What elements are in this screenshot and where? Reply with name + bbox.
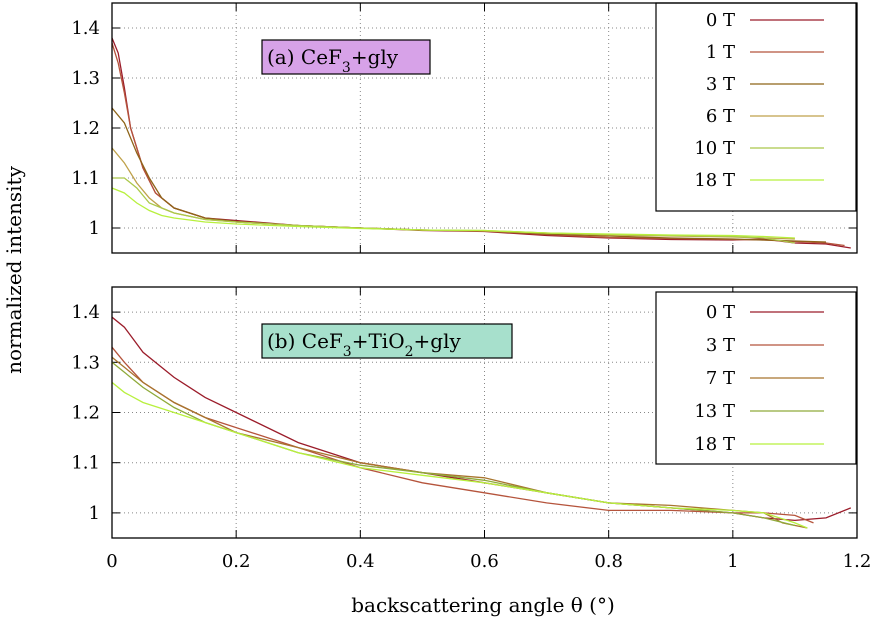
- legend-label: 1 T: [706, 42, 735, 63]
- y-tick-label: 1: [89, 503, 100, 524]
- plot-frame: [111, 286, 858, 539]
- y-tick-label: 1: [89, 218, 100, 239]
- legend-label: 3 T: [706, 335, 735, 356]
- x-tick-label: 0.4: [346, 551, 375, 572]
- legend-box: [655, 2, 857, 212]
- y-axis-label: normalized intensity: [2, 165, 26, 373]
- legend-label: 7 T: [706, 368, 735, 389]
- x-tick-label: 0: [106, 551, 117, 572]
- annotation-box: [261, 39, 431, 75]
- y-tick-label: 1.4: [71, 18, 100, 39]
- series-line-18t: [112, 381, 808, 529]
- x-tick-label: 1: [727, 551, 738, 572]
- legend-label: 6 T: [706, 106, 735, 127]
- y-tick-label: 1.2: [71, 118, 100, 139]
- series-line-13t: [112, 361, 796, 527]
- legend-label: 3 T: [706, 74, 735, 95]
- plot-frame: [111, 2, 858, 254]
- y-tick-label: 1.3: [71, 68, 100, 89]
- annotation-label: (b) CeF3+TiO2+gly: [267, 329, 461, 360]
- legend-label: 0 T: [706, 10, 735, 31]
- series-line-18t: [112, 187, 795, 239]
- legend-label: 18 T: [694, 434, 735, 455]
- series-line-0t: [112, 316, 852, 522]
- y-tick-label: 1.2: [71, 403, 100, 424]
- x-tick-label: 0.8: [594, 551, 623, 572]
- chart-panel-a: 1 1.1 1.2 1.3 1.4 (a) CeF3+gly 0 T 1 T 3 T 6 T 10 …: [71, 2, 858, 254]
- x-tick-label: 0.2: [222, 551, 251, 572]
- legend-label: 10 T: [694, 138, 735, 159]
- x-tick-label: 0.6: [470, 551, 499, 572]
- y-tick-label: 1.3: [71, 352, 100, 373]
- y-tick-label: 1.4: [71, 302, 100, 323]
- chart-panel-b: 0 0.2 0.4 0.6 0.8 1 1.2 1 1.1 1.2 1.3 1.4 (b) CeF3+T…: [71, 286, 872, 572]
- annotation-label: (a) CeF3+gly: [267, 45, 399, 76]
- legend-label: 0 T: [706, 302, 735, 323]
- y-tick-label: 1.1: [71, 453, 100, 474]
- x-tick-label: 1.2: [843, 551, 872, 572]
- annotation-box: [261, 323, 513, 359]
- legend-label: 18 T: [694, 170, 735, 191]
- x-axis-label: backscattering angle θ (°): [351, 593, 615, 617]
- y-tick-label: 1.1: [71, 168, 100, 189]
- legend-label: 13 T: [694, 401, 735, 422]
